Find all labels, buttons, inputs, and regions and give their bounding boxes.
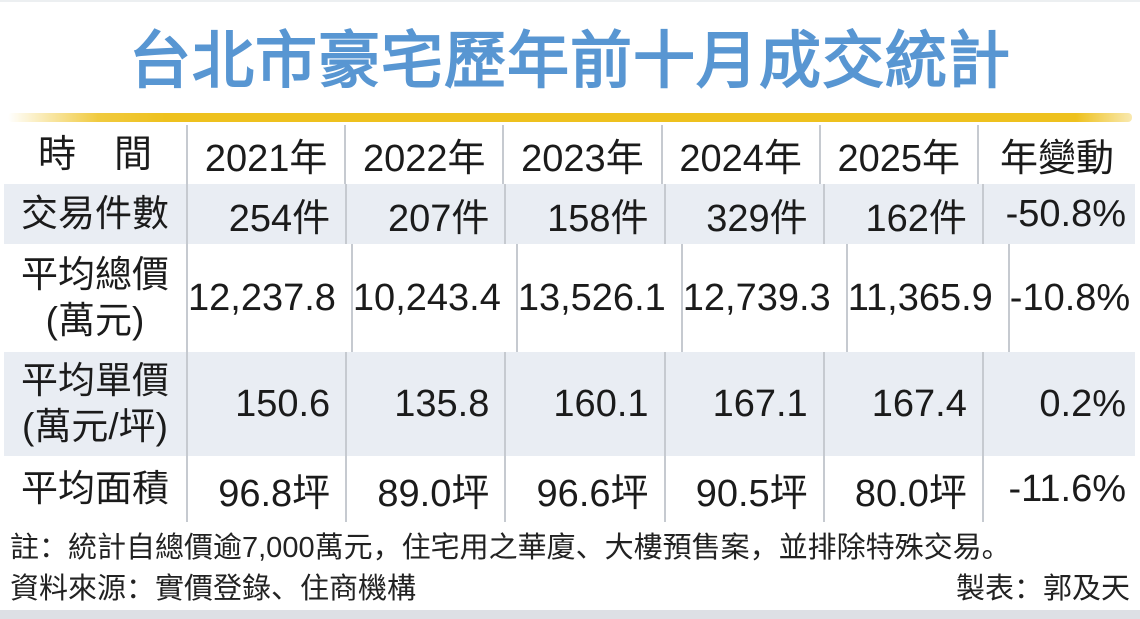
row-label: 平均單價 (萬元/坪)	[4, 352, 188, 456]
header-cell-time: 時 間	[4, 125, 188, 184]
cell-value: 13,526.1	[518, 244, 683, 352]
row-label-line: 平均總價	[21, 254, 169, 295]
page-title: 台北市豪宅歷年前十月成交統計	[128, 27, 1011, 96]
header-cell-yoy: 年變動	[999, 138, 1114, 180]
cell-value: 96.8坪	[188, 456, 348, 522]
row-label-line: 平均面積	[21, 468, 169, 509]
row-label-unit: (萬元)	[45, 300, 145, 341]
cell-value: 160.1	[506, 352, 666, 456]
table-row-transactions: 交易件數 254件 207件 158件 329件 162件 -50.8%	[4, 184, 1135, 244]
cell-value: 254件	[188, 184, 348, 244]
source-credit-row: 資料來源：實價登錄、住商機構 製表：郭及天	[10, 571, 1130, 608]
cell-value: 207件	[347, 184, 507, 244]
row-label: 交易件數	[4, 184, 188, 244]
header-cell-2023: 2023年	[504, 125, 663, 184]
table-credit: 製表：郭及天	[955, 573, 1130, 605]
cell-yoy-change: -50.8%	[1005, 192, 1127, 235]
table-row-avg-unit-price: 平均單價 (萬元/坪) 150.6 135.8 160.1 167.1 167.…	[4, 352, 1135, 456]
header-cell-2022: 2022年	[346, 125, 505, 184]
header-cell-2025: 2025年	[821, 125, 979, 184]
cell-value: 150.6	[188, 352, 348, 456]
row-label-line: 交易件數	[21, 193, 169, 234]
cell-value: 10,243.4	[353, 244, 518, 352]
cell-value: 162件	[825, 184, 984, 244]
bottom-edge-strip	[0, 610, 1140, 619]
table-header-row: 時 間 2021年 2022年 2023年 2024年 2025年 年變動	[4, 125, 1135, 184]
cell-value: 329件	[666, 184, 825, 244]
cell-yoy-change: -11.6%	[1008, 467, 1127, 510]
header-cell-2024: 2024年	[663, 125, 821, 184]
cell-value: 12,739.3	[683, 244, 848, 352]
cell-value: 158件	[506, 184, 666, 244]
title-underline	[8, 113, 1132, 122]
cell-value: 89.0坪	[347, 456, 507, 522]
row-label: 平均總價 (萬元)	[4, 244, 188, 352]
cell-value: 167.4	[825, 352, 984, 456]
data-source: 資料來源：實價登錄、住商機構	[10, 573, 417, 605]
table-row-avg-total-price: 平均總價 (萬元) 12,237.8 10,243.4 13,526.1 12,…	[4, 244, 1135, 352]
cell-yoy-change: -10.8%	[1009, 276, 1131, 319]
row-label-line: 平均單價	[21, 360, 169, 401]
cell-value: 12,237.8	[188, 244, 353, 352]
cell-value: 167.1	[666, 352, 825, 456]
row-label-unit: (萬元/坪)	[22, 406, 168, 447]
cell-value: 90.5坪	[666, 456, 825, 522]
footnotes: 註：統計自總價逾7,000萬元，住宅用之華廈、大樓預售案，並排除特殊交易。 資料…	[0, 522, 1140, 608]
row-label: 平均面積	[4, 456, 188, 522]
stats-table: 時 間 2021年 2022年 2023年 2024年 2025年 年變動 交易…	[4, 125, 1135, 522]
statistics-note: 註：統計自總價逾7,000萬元，住宅用之華廈、大樓預售案，並排除特殊交易。	[10, 532, 1011, 564]
cell-value: 11,365.9	[848, 244, 1010, 352]
cell-value: 80.0坪	[825, 456, 984, 522]
cell-value: 135.8	[347, 352, 507, 456]
cell-yoy-change: 0.2%	[1039, 382, 1127, 425]
cell-value: 96.6坪	[506, 456, 666, 522]
header-cell-2021: 2021年	[188, 125, 347, 184]
table-row-avg-area: 平均面積 96.8坪 89.0坪 96.6坪 90.5坪 80.0坪 -11.6…	[4, 456, 1135, 522]
